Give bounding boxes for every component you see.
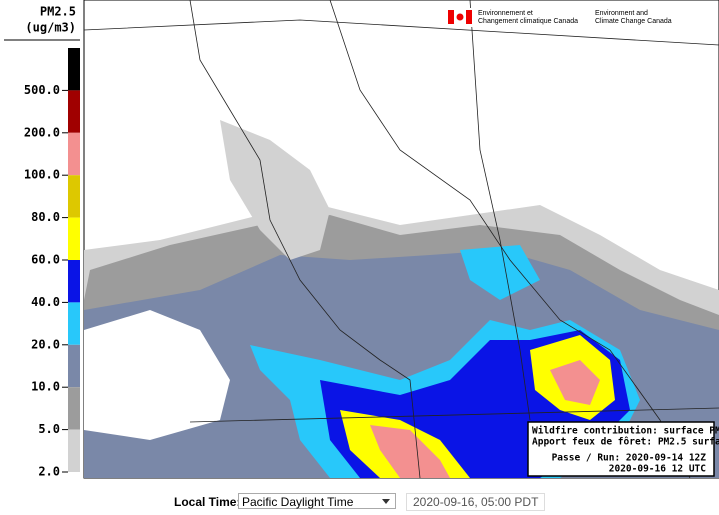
smoke-cyan-n [460,245,540,300]
border-49 [189,407,719,423]
legend-label: 20.0 [31,337,60,351]
border-line [329,0,691,479]
info-line: Wildfire contribution: surface PM2.5 [532,426,719,437]
info-line: Apport feux de fôret: PM2.5 surface [532,437,719,448]
legend-title: PM2.5 [40,5,76,19]
info-frame [527,421,715,477]
info-run: Passe / Run: 2020-09-14 12Z [552,453,707,464]
clear-ocean [84,310,230,440]
legend-label: 500.0 [24,83,60,97]
logo-fr-1: Environnement et [478,10,533,17]
smoke-salmon [370,425,450,478]
logo-fr-2: Changement climatique Canada [478,18,578,25]
smoke-north [220,120,330,260]
logo: Environnement et Changement climatique C… [445,8,715,27]
coastline [189,0,421,479]
legend-swatch [68,387,80,430]
legend-label: 2.0 [38,465,60,479]
logo-bg [445,8,715,27]
legend-units: (ug/m3) [25,21,76,35]
legend-swatch [68,48,80,91]
legend-scale: 500.0 200.0 100.0 80.0 60.0 40.0 20.0 10.0 5.0 2.… [24,48,80,479]
legend-swatch [68,302,80,345]
smoke-salmon-e [550,360,600,405]
info-box: Wildfire contribution: surface PM2.5 App… [527,421,719,477]
legend-label: 80.0 [31,210,60,224]
border-north [83,19,719,46]
legend-swatch [68,429,80,472]
legend-label: 200.0 [24,125,60,139]
legend-label: 60.0 [31,253,60,267]
map-view: PM2.5 (ug/m3) 500.0 200.0 100.0 80.0 60.0 40.… [4,0,719,479]
info-run: 2020-09-16 12 UTC [609,464,707,475]
map [83,0,719,479]
legend-swatch [68,90,80,133]
legend-swatch [68,344,80,388]
logo-en-1: Environment and [595,10,648,17]
legend-label: 10.0 [31,380,60,394]
flag-leaf [456,13,464,21]
time-label: Local Time: [174,495,241,509]
legend-swatch [68,260,80,303]
legend-swatch [68,217,80,260]
legend-label: 100.0 [24,168,60,182]
time-display: 2020-09-16, 05:00 PDT [406,493,546,511]
legend-swatch [68,132,80,176]
province-line [469,0,531,421]
legend-label: 40.0 [31,295,60,309]
legend-swatch [68,175,80,218]
logo-en-2: Climate Change Canada [595,18,672,25]
legend-label: 5.0 [38,422,60,436]
footer: Local Time: Pacific Daylight Time 2020-0… [0,490,719,515]
timezone-select[interactable]: Pacific Daylight Time [238,493,396,509]
